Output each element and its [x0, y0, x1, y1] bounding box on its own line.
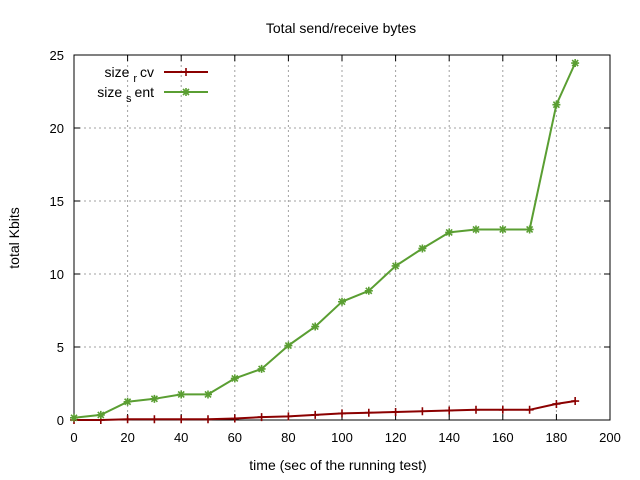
data-point-marker: [445, 228, 454, 237]
chart-title: Total send/receive bytes: [266, 20, 416, 36]
x-axis-label: time (sec of the running test): [249, 457, 426, 473]
x-tick-label: 100: [331, 430, 353, 445]
data-point-marker: [311, 322, 320, 331]
data-point-marker: [177, 415, 186, 424]
x-tick-label: 140: [438, 430, 460, 445]
y-tick-label: 15: [50, 194, 64, 209]
y-axis-label: total Kbits: [6, 207, 22, 268]
legend-label-subscript: r: [133, 73, 137, 85]
data-point-marker: [498, 225, 507, 234]
y-tick-label: 10: [50, 267, 64, 282]
legend-item: size r cv: [105, 64, 208, 85]
x-tick-label: 180: [546, 430, 568, 445]
data-point-marker: [182, 88, 190, 96]
x-tick-label: 20: [120, 430, 134, 445]
data-point-marker: [284, 412, 293, 421]
data-point-marker: [182, 68, 190, 76]
x-tick-label: 160: [492, 430, 514, 445]
data-point-marker: [498, 405, 507, 414]
series-line: [73, 62, 577, 419]
data-point-marker: [177, 390, 186, 399]
legend-label-main: size: [97, 84, 126, 100]
data-point-marker: [257, 413, 266, 422]
data-point-marker: [70, 413, 78, 422]
legend-item: size s ent: [97, 84, 208, 105]
x-tick-label: 80: [281, 430, 295, 445]
data-point-marker: [552, 399, 561, 408]
series-size-rcv: [70, 397, 580, 424]
x-tick-label: 200: [599, 430, 621, 445]
legend-label-main: size: [105, 64, 134, 80]
data-point-marker: [123, 397, 132, 406]
data-point-marker: [230, 414, 239, 423]
data-point-marker: [418, 407, 427, 416]
axis-ticks: 0 20 40 60 80 100 120 140 160 180 200 0 5 10 15 20 25: [50, 48, 621, 445]
data-point-marker: [150, 394, 159, 403]
y-tick-label: 25: [50, 48, 64, 63]
data-point-marker: [571, 59, 580, 68]
y-tick-label: 0: [57, 413, 64, 428]
data-point-marker: [391, 261, 400, 270]
data-point-marker: [150, 415, 159, 424]
data-point-marker: [472, 405, 480, 414]
data-point-marker: [204, 415, 212, 424]
data-point-marker: [418, 244, 427, 253]
data-point-marker: [230, 374, 239, 383]
data-point-marker: [364, 286, 373, 295]
data-point-marker: [257, 364, 266, 373]
data-point-marker: [571, 397, 580, 406]
data-point-marker: [284, 341, 293, 350]
data-point-marker: [338, 297, 346, 306]
data-point-marker: [204, 390, 212, 399]
data-point-marker: [445, 406, 454, 415]
grid: [74, 55, 610, 420]
legend-label-rest: cv: [140, 64, 154, 80]
legend-label: size s ent: [97, 84, 154, 105]
data-point-marker: [525, 405, 534, 414]
data-point-marker: [552, 100, 561, 109]
data-point-marker: [96, 410, 105, 419]
data-point-marker: [311, 410, 320, 419]
legend-label: size r cv: [105, 64, 154, 85]
data-point-marker: [364, 408, 373, 417]
y-tick-label: 5: [57, 340, 64, 355]
x-tick-label: 40: [174, 430, 188, 445]
legend-label-rest: ent: [135, 84, 155, 100]
data-point-marker: [338, 409, 346, 418]
x-tick-label: 0: [70, 430, 77, 445]
x-tick-label: 120: [385, 430, 407, 445]
x-tick-label: 60: [228, 430, 242, 445]
legend-label-subscript: s: [126, 93, 132, 105]
series-layer: [70, 59, 580, 424]
data-point-marker: [391, 407, 400, 416]
data-point-marker: [123, 415, 132, 424]
data-point-marker: [472, 225, 480, 234]
data-point-marker: [525, 225, 534, 234]
series-line: [74, 400, 576, 421]
series-size-sent: [70, 59, 580, 422]
y-tick-label: 20: [50, 121, 64, 136]
